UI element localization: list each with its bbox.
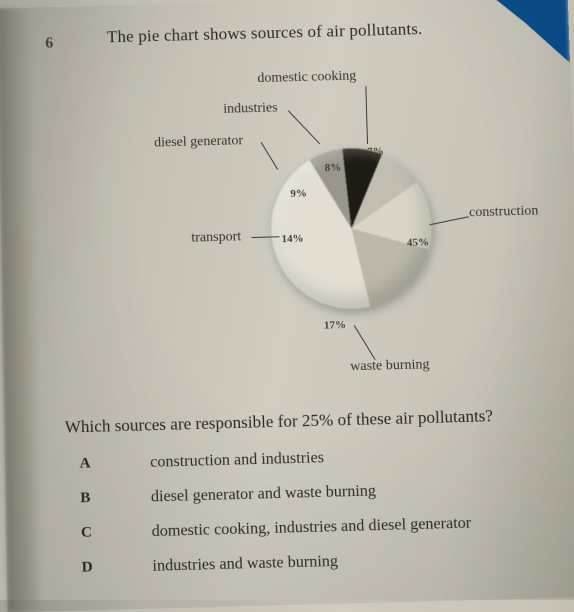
option-row: B diesel generator and waste burning <box>80 480 470 509</box>
option-row: C domestic cooking, industries and diese… <box>81 514 472 543</box>
pct-waste-burning: 17% <box>324 319 346 332</box>
pct-diesel-generator: 9% <box>290 187 307 199</box>
option-row: A construction and industries <box>79 445 469 474</box>
leader-domestic-cooking <box>365 86 368 144</box>
question-text: Which sources are responsible for 25% of… <box>65 405 539 438</box>
pct-domestic-cooking: 7% <box>367 146 384 158</box>
page-gutter <box>0 8 44 612</box>
option-letter: A <box>79 454 150 474</box>
options: A construction and industries B diesel g… <box>79 445 473 594</box>
leader-waste-burning <box>354 325 376 360</box>
background-corner <box>458 0 570 66</box>
label-industries: industries <box>223 100 278 117</box>
label-waste-burning: waste burning <box>350 357 430 375</box>
leader-construction <box>429 216 468 225</box>
option-text: diesel generator and waste burning <box>151 482 376 506</box>
label-domestic-cooking: domestic cooking <box>257 69 356 87</box>
pct-transport: 14% <box>281 233 303 246</box>
pct-industries: 8% <box>325 162 342 174</box>
leader-industries <box>288 110 320 144</box>
leader-diesel-generator <box>261 142 279 170</box>
question-number: 6 <box>45 35 53 53</box>
option-text: industries and waste burning <box>152 553 338 576</box>
pie-body <box>269 146 434 310</box>
label-transport: transport <box>191 229 241 246</box>
pct-construction: 45% <box>407 236 429 249</box>
label-diesel-generator: diesel generator <box>154 133 243 151</box>
option-row: D industries and waste burning <box>82 549 473 578</box>
option-letter: D <box>82 557 153 577</box>
option-letter: B <box>80 488 151 508</box>
label-construction: construction <box>469 203 539 221</box>
option-text: construction and industries <box>150 449 324 472</box>
option-letter: C <box>81 523 152 543</box>
option-text: domestic cooking, industries and diesel … <box>152 514 472 541</box>
pie-chart: domestic cooking industries diesel gener… <box>148 65 517 385</box>
question-title: The pie chart shows sources of air pollu… <box>107 19 423 47</box>
